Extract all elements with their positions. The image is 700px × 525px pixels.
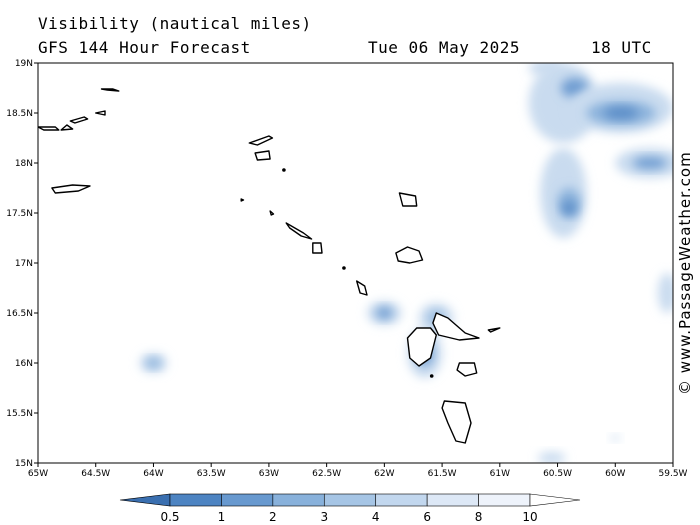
coastlines [38, 88, 501, 444]
visibility-cell [632, 157, 668, 169]
island-virgin-gorda [94, 110, 106, 116]
x-tick-label: 64W [143, 469, 163, 479]
chart-title: Visibility (nautical miles) [38, 14, 312, 33]
island-anegada [100, 88, 120, 92]
colorbar-label: 2 [269, 510, 277, 524]
colorbar-low-arrow [119, 493, 171, 507]
island-st-barths [282, 168, 286, 172]
colorbar-label: 0.5 [160, 510, 179, 524]
y-tick-label: 15N [15, 459, 33, 469]
y-tick-label: 17N [15, 259, 33, 269]
y-tick-label: 15.5N [6, 409, 33, 419]
x-tick-label: 63.5W [197, 469, 226, 479]
colorbar-swatch [272, 493, 325, 507]
y-tick-label: 18.5N [6, 109, 33, 119]
forecast-label: GFS 144 Hour Forecast [38, 38, 251, 57]
island-guadeloupe-grande-terre [432, 312, 480, 341]
colorbar-swatch [221, 493, 274, 507]
island-montserrat [356, 280, 368, 296]
x-tick-label: 59.5W [659, 469, 688, 479]
x-tick-label: 61W [490, 469, 510, 479]
colorbar-label: 3 [320, 510, 328, 524]
island-antigua [395, 246, 424, 264]
island-st-kitts [285, 222, 313, 240]
colorbar-swatch [375, 493, 428, 507]
forecast-date: Tue 06 May 2025 [368, 38, 520, 57]
colorbar-label: 10 [522, 510, 537, 524]
island-les-saintes [429, 374, 434, 378]
longitude-axis: 65W 64.5W 64W 63.5W 63W 62.5W 62W 61.5W 61W 60.5W… [28, 463, 688, 479]
colorbar-swatch [478, 493, 531, 507]
island-barbuda [398, 192, 418, 207]
colorbar-label: 1 [218, 510, 226, 524]
island-st-john [60, 124, 74, 131]
forecast-time: 18 UTC [591, 38, 652, 57]
y-tick-label: 19N [15, 59, 33, 69]
colorbar: 0.5 1 2 3 4 6 8 10 [119, 493, 581, 524]
visibility-cell [603, 107, 639, 119]
island-saba [240, 198, 245, 202]
visibility-cell [562, 201, 577, 215]
y-tick-label: 16N [15, 359, 33, 369]
x-tick-label: 64.5W [81, 469, 110, 479]
visibility-cell [657, 273, 673, 313]
x-tick-label: 65W [28, 469, 48, 479]
y-tick-label: 16.5N [6, 309, 33, 319]
island-st-eustatius [269, 210, 275, 216]
x-tick-label: 61.5W [428, 469, 457, 479]
island-redonda [342, 266, 346, 270]
island-st-thomas [38, 126, 60, 131]
visibility-cell [537, 452, 566, 463]
watermark: © www.PassageWeather.com [676, 151, 694, 395]
island-st-croix [51, 184, 91, 194]
colorbar-swatch [426, 493, 479, 507]
island-tortola [69, 116, 89, 124]
colorbar-label: 8 [475, 510, 483, 524]
x-tick-label: 62.5W [312, 469, 341, 479]
y-tick-label: 17.5N [6, 209, 33, 219]
visibility-cell [376, 307, 393, 319]
island-guadeloupe-basse-terre [406, 327, 437, 367]
visibility-cell [146, 358, 161, 368]
x-tick-label: 60.5W [543, 469, 572, 479]
island-marie-galante [456, 362, 478, 377]
island-la-desirade [487, 327, 501, 333]
latitude-axis: 19N 18.5N 18N 17.5N 17N 16.5N 16N 15.5N 15N [6, 59, 38, 469]
y-tick-label: 18N [15, 159, 33, 169]
x-tick-label: 63W [259, 469, 279, 479]
colorbar-label: 4 [372, 510, 380, 524]
island-st-martin [254, 150, 271, 161]
x-tick-label: 62W [374, 469, 394, 479]
colorbar-high-arrow [529, 493, 581, 507]
island-nevis [312, 242, 323, 254]
island-anguilla [248, 135, 274, 146]
colorbar-swatch [323, 493, 377, 507]
colorbar-swatch [169, 493, 222, 507]
x-tick-label: 60W [605, 469, 625, 479]
visibility-cell [610, 435, 620, 441]
island-dominica [441, 400, 472, 444]
colorbar-label: 6 [423, 510, 431, 524]
